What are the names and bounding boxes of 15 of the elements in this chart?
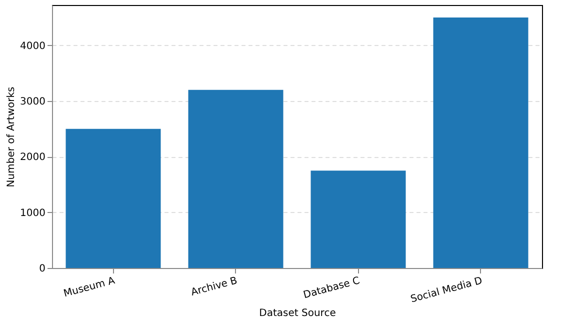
y-tick-label: 0 (39, 264, 46, 274)
y-tick-label: 3000 (20, 96, 46, 108)
x-axis-title: Dataset Source (259, 308, 336, 320)
bar (310, 170, 406, 268)
x-tick-label: Database C (302, 276, 362, 302)
x-tick-label: Museum A (62, 275, 116, 300)
y-tick-label: 2000 (20, 152, 46, 164)
y-axis-title: Number of Artworks (6, 86, 18, 188)
y-tick-label: 1000 (20, 208, 46, 219)
x-tick-label: Social Media D (410, 275, 484, 306)
y-tick-label: 4000 (20, 40, 46, 52)
bar (433, 18, 528, 268)
bar (188, 90, 284, 268)
x-tick-label: Archive B (190, 275, 239, 298)
bar (66, 128, 161, 268)
